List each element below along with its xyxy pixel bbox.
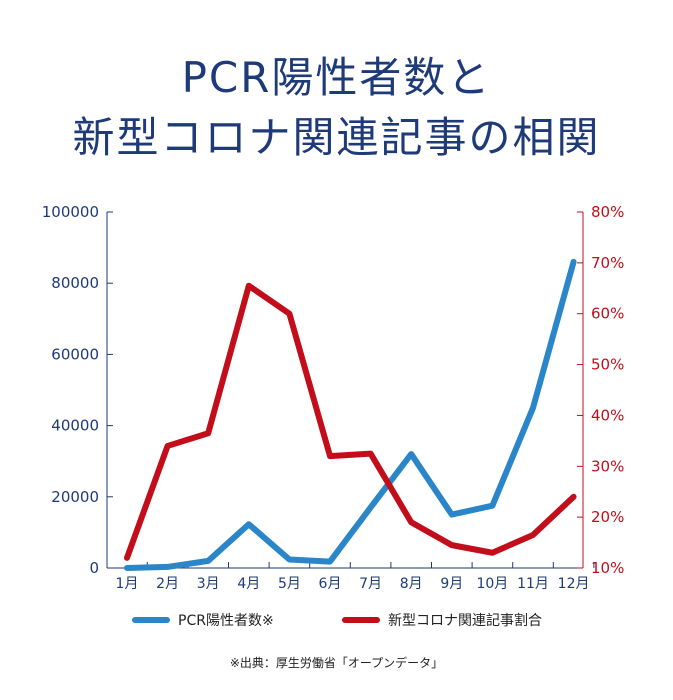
x-tick-label: 10月 [476,576,508,592]
left-tick-label: 60000 [51,345,99,363]
right-tick-label: 30% [591,457,624,475]
x-tick-label: 1月 [116,576,139,592]
legend-label-articles: 新型コロナ関連記事割合 [388,613,542,629]
x-tick-label: 6月 [319,576,342,592]
right-tick-label: 60% [591,305,624,323]
legend-swatch-articles [342,617,380,623]
legend-item-pcr: PCR陽性者数※ [132,610,274,630]
x-axis-ticks: 1月 2月 3月 4月 5月 6月 7月 8月 9月 10月 11月 12月 [116,562,595,592]
axes [106,212,584,569]
series-lines [124,258,577,571]
source-note: ※出典：厚生労働省「オープンデータ」 [229,656,444,670]
right-axis-ticks: 10% 20% 30% 40% 50% 60% 70% 80% [577,203,624,577]
x-tick-label: 12月 [558,576,590,592]
right-tick-label: 20% [591,508,624,526]
right-tick-label: 50% [591,356,624,374]
left-tick-label: 0 [89,559,99,577]
x-tick-label: 4月 [237,576,260,592]
legend-item-articles: 新型コロナ関連記事割合 [342,610,542,630]
right-tick-label: 10% [591,559,624,577]
x-tick-label: 11月 [517,576,549,592]
left-tick-label: 40000 [51,417,99,435]
x-tick-label: 3月 [197,576,220,592]
left-axis-ticks: 0 20000 40000 60000 80000 100000 [42,203,113,577]
x-tick-label: 2月 [156,576,179,592]
x-tick-label: 8月 [400,576,423,592]
left-tick-label: 100000 [42,203,99,221]
x-tick-label: 9月 [440,576,463,592]
left-tick-label: 20000 [51,488,99,506]
legend-swatch-pcr [132,617,170,623]
series-line-pcr [124,258,577,571]
x-tick-label: 5月 [278,576,301,592]
right-tick-label: 40% [591,406,624,424]
right-tick-label: 80% [591,203,624,221]
series-line-articles [124,282,577,561]
right-tick-label: 70% [591,254,624,272]
left-tick-label: 80000 [51,274,99,292]
chart-title-line2: 新型コロナ関連記事の相関 [72,113,601,162]
chart-title-line1: PCR陽性者数と [181,53,492,102]
legend-label-pcr: PCR陽性者数※ [178,613,274,629]
x-tick-label: 7月 [359,576,382,592]
